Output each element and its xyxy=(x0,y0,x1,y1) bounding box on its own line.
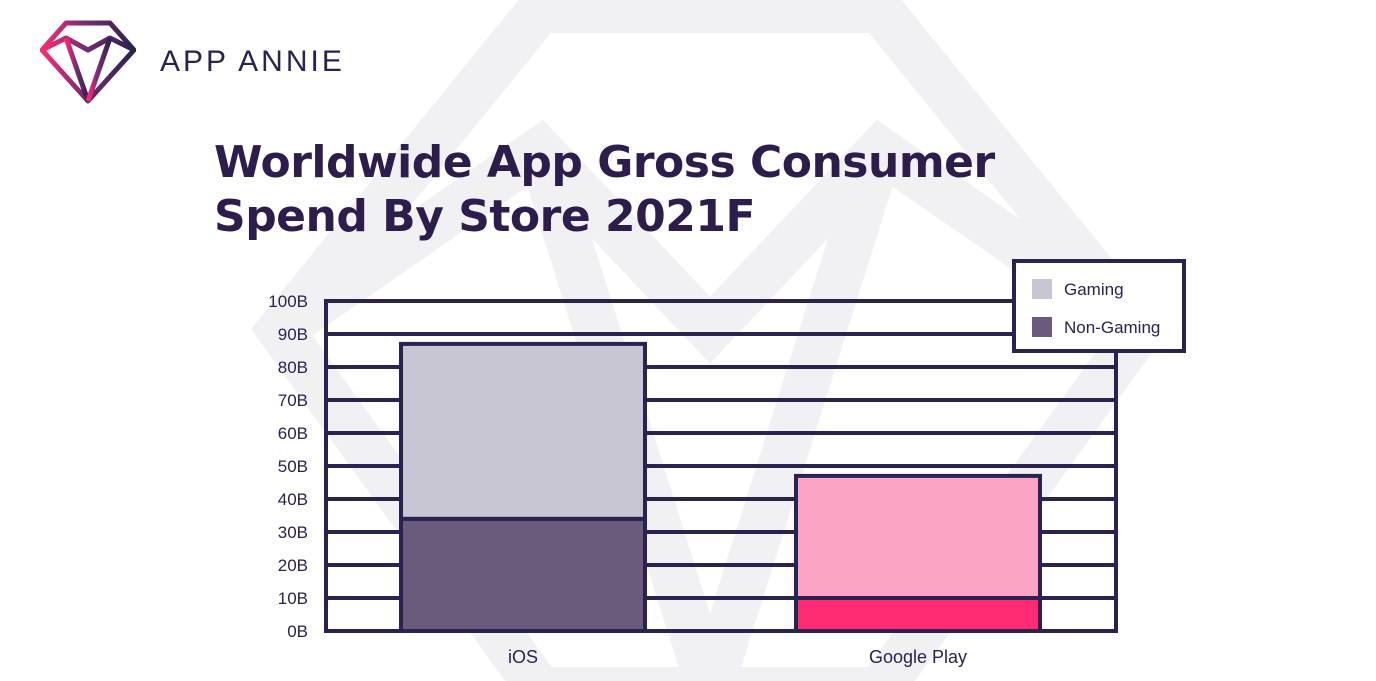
legend-swatch-gaming xyxy=(1032,279,1052,299)
x-axis-tick-labels: iOS Google Play xyxy=(508,647,967,667)
bar-ios-non-gaming xyxy=(399,516,647,633)
y-tick-label: 70B xyxy=(278,391,308,410)
bar-google-play-non-gaming xyxy=(794,596,1042,633)
chart-title: Worldwide App Gross Consumer Spend By St… xyxy=(214,136,1114,243)
legend: Gaming Non-Gaming xyxy=(1012,259,1186,353)
chart-title-line-1: Worldwide App Gross Consumer xyxy=(214,137,995,188)
legend-box xyxy=(1012,259,1186,353)
y-tick-label: 10B xyxy=(278,589,308,608)
chart-title-line-2: Spend By Store 2021F xyxy=(214,190,756,242)
legend-label-gaming: Gaming xyxy=(1064,280,1124,299)
y-tick-label: 100B xyxy=(268,292,308,311)
y-tick-label: 40B xyxy=(278,490,308,509)
x-tick-label: Google Play xyxy=(869,647,967,667)
brand-header: APP ANNIE xyxy=(40,20,345,104)
y-axis-tick-labels: 0B 10B 20B 30B 40B 50B 60B 70B 80B 90B 100B xyxy=(268,292,308,641)
y-tick-label: 0B xyxy=(287,622,308,641)
bar-google-play-gaming xyxy=(794,473,1042,600)
legend-label-non-gaming: Non-Gaming xyxy=(1064,318,1160,337)
y-tick-label: 50B xyxy=(278,457,308,476)
brand-name: APP ANNIE xyxy=(160,45,345,78)
y-tick-label: 20B xyxy=(278,556,308,575)
y-tick-label: 90B xyxy=(278,325,308,344)
legend-swatch-non-gaming xyxy=(1032,317,1052,337)
y-tick-label: 80B xyxy=(278,358,308,377)
x-tick-label: iOS xyxy=(508,647,538,667)
y-tick-label: 60B xyxy=(278,424,308,443)
y-tick-label: 30B xyxy=(278,523,308,542)
bar-ios-gaming xyxy=(399,341,647,521)
diamond-logo-icon xyxy=(40,20,136,104)
bars xyxy=(399,341,1042,633)
